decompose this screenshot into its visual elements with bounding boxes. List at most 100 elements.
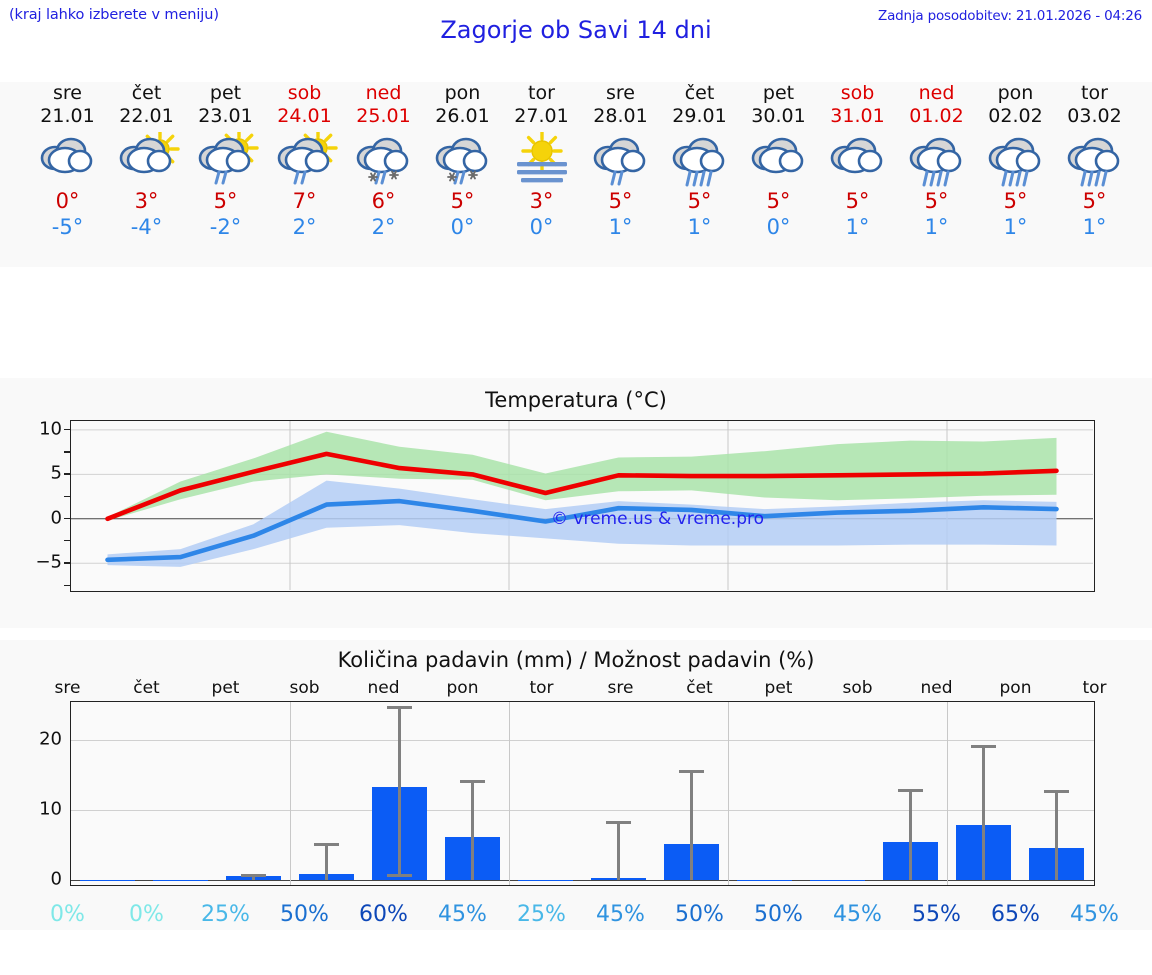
day-column[interactable]: pon 02.02 5° 1°	[976, 82, 1055, 240]
precipitation-bar[interactable]	[518, 879, 573, 881]
day-temp-min: 0°	[529, 215, 554, 239]
error-bar-cap	[241, 874, 266, 878]
precip-day-label: tor	[529, 678, 554, 698]
day-column[interactable]: sob 31.01 5° 1°	[818, 82, 897, 240]
precipitation-probability: 45%	[596, 902, 645, 927]
y-axis-tick	[64, 473, 70, 475]
error-bar	[1055, 789, 1058, 880]
sun-rain-icon	[272, 132, 338, 188]
day-temp-min: 1°	[1003, 215, 1028, 239]
error-bar-cap	[679, 769, 704, 773]
y-tick-label: 20	[39, 728, 62, 750]
day-temp-min: 1°	[924, 215, 949, 239]
day-temp-min: -2°	[209, 215, 242, 239]
gridline	[71, 740, 1094, 742]
day-temp-max: 3°	[134, 189, 159, 213]
day-name: sre	[53, 82, 82, 104]
weather-icon-box	[423, 130, 502, 188]
precipitation-probability: 45%	[1070, 902, 1119, 927]
error-bar-cap	[387, 873, 412, 877]
precipitation-bar[interactable]	[737, 879, 792, 881]
day-temp-max: 5°	[924, 189, 949, 213]
gridline	[509, 702, 510, 885]
precipitation-probability: 0%	[50, 902, 85, 927]
y-axis-tick	[64, 584, 70, 586]
y-tick-label: 0	[50, 507, 62, 529]
gridline	[290, 702, 291, 885]
day-column[interactable]: ned 01.02 5° 1°	[897, 82, 976, 240]
day-column[interactable]: ned 25.01 6° 2°	[344, 82, 423, 240]
y-tick-label: 0	[50, 868, 62, 890]
day-column[interactable]: sre 21.01 0° -5°	[28, 82, 107, 240]
rain-icon	[904, 132, 970, 188]
precip-day-label: pet	[211, 678, 240, 698]
day-column[interactable]: sre 28.01 5° 1°	[581, 82, 660, 240]
day-temp-max: 5°	[450, 189, 475, 213]
gridline	[71, 879, 1094, 881]
temperature-plot-area: © vreme.us & vreme.pro	[70, 420, 1095, 592]
error-bar-cap	[387, 706, 412, 710]
day-name: sre	[606, 82, 635, 104]
day-name: čet	[684, 82, 715, 104]
partly-sunny-icon	[114, 132, 180, 188]
watermark-text: © vreme.us & vreme.pro	[551, 509, 765, 529]
sun-fog-icon	[509, 132, 575, 188]
rain-icon	[1062, 132, 1128, 188]
header-bar: (kraj lahko izberete v meniju) Zagorje o…	[0, 0, 1152, 52]
day-column[interactable]: pet 23.01 5° -2°	[186, 82, 265, 240]
cloudy-icon	[35, 132, 101, 188]
day-column[interactable]: pon 26.01 5° 0°	[423, 82, 502, 240]
day-date: 27.01	[514, 105, 569, 127]
day-column[interactable]: tor 03.02 5° 1°	[1055, 82, 1134, 240]
precip-day-label: ned	[367, 678, 400, 698]
error-bar	[617, 821, 620, 880]
day-name: pet	[762, 82, 795, 104]
day-name: sob	[287, 82, 322, 104]
precipitation-probability: 25%	[201, 902, 250, 927]
precip-day-label: sob	[842, 678, 873, 698]
day-column[interactable]: sob 24.01 7° 2°	[265, 82, 344, 240]
day-column[interactable]: tor 27.01 3° 0°	[502, 82, 581, 240]
precipitation-bar[interactable]	[810, 879, 865, 881]
day-name: pet	[209, 82, 242, 104]
error-bar-cap	[898, 789, 923, 793]
day-column[interactable]: čet 29.01 5° 1°	[660, 82, 739, 240]
weather-icon-box	[28, 130, 107, 188]
cloudy-icon	[825, 132, 891, 188]
day-name: pon	[997, 82, 1034, 104]
rain-light-icon	[588, 132, 654, 188]
day-date: 01.02	[909, 105, 964, 127]
error-bar-cap	[460, 780, 485, 784]
day-temp-min: 1°	[845, 215, 870, 239]
day-temp-max: 5°	[1003, 189, 1028, 213]
y-axis-tick	[64, 428, 70, 431]
y-axis-tick	[64, 451, 70, 453]
precipitation-plot-area	[70, 701, 1095, 886]
day-temp-max: 5°	[1082, 189, 1107, 213]
weather-icon-box	[344, 130, 423, 188]
y-axis-tick	[64, 562, 70, 564]
menu-hint-text: (kraj lahko izberete v meniju)	[9, 7, 219, 23]
error-bar	[471, 780, 474, 880]
precipitation-bar[interactable]	[80, 879, 135, 882]
day-date: 31.01	[830, 105, 885, 127]
day-temp-min: -5°	[51, 215, 84, 239]
y-axis-tick	[64, 540, 70, 542]
weather-icon-box	[265, 130, 344, 188]
precip-day-label: tor	[1082, 678, 1107, 698]
daily-forecast-strip: sre 21.01 0° -5° čet 22.01 3° -4° pet 23.01 5° -2° s…	[0, 82, 1152, 267]
precip-day-label: pon	[446, 678, 479, 698]
day-column[interactable]: čet 22.01 3° -4°	[107, 82, 186, 240]
day-date: 22.01	[119, 105, 174, 127]
day-column[interactable]: pet 30.01 5° 0°	[739, 82, 818, 240]
precipitation-probability: 45%	[438, 902, 487, 927]
precipitation-bar[interactable]	[153, 879, 208, 881]
day-temp-max: 5°	[687, 189, 712, 213]
temperature-chart-section: Temperatura (°C) 10 5 0 −5 © vreme.us & vre…	[0, 378, 1152, 628]
precipitation-probability: 65%	[991, 902, 1040, 927]
rain-icon	[667, 132, 733, 188]
precipitation-probability: 50%	[280, 902, 329, 927]
day-date: 02.02	[988, 105, 1043, 127]
day-temp-max: 5°	[766, 189, 791, 213]
day-name: pon	[444, 82, 481, 104]
